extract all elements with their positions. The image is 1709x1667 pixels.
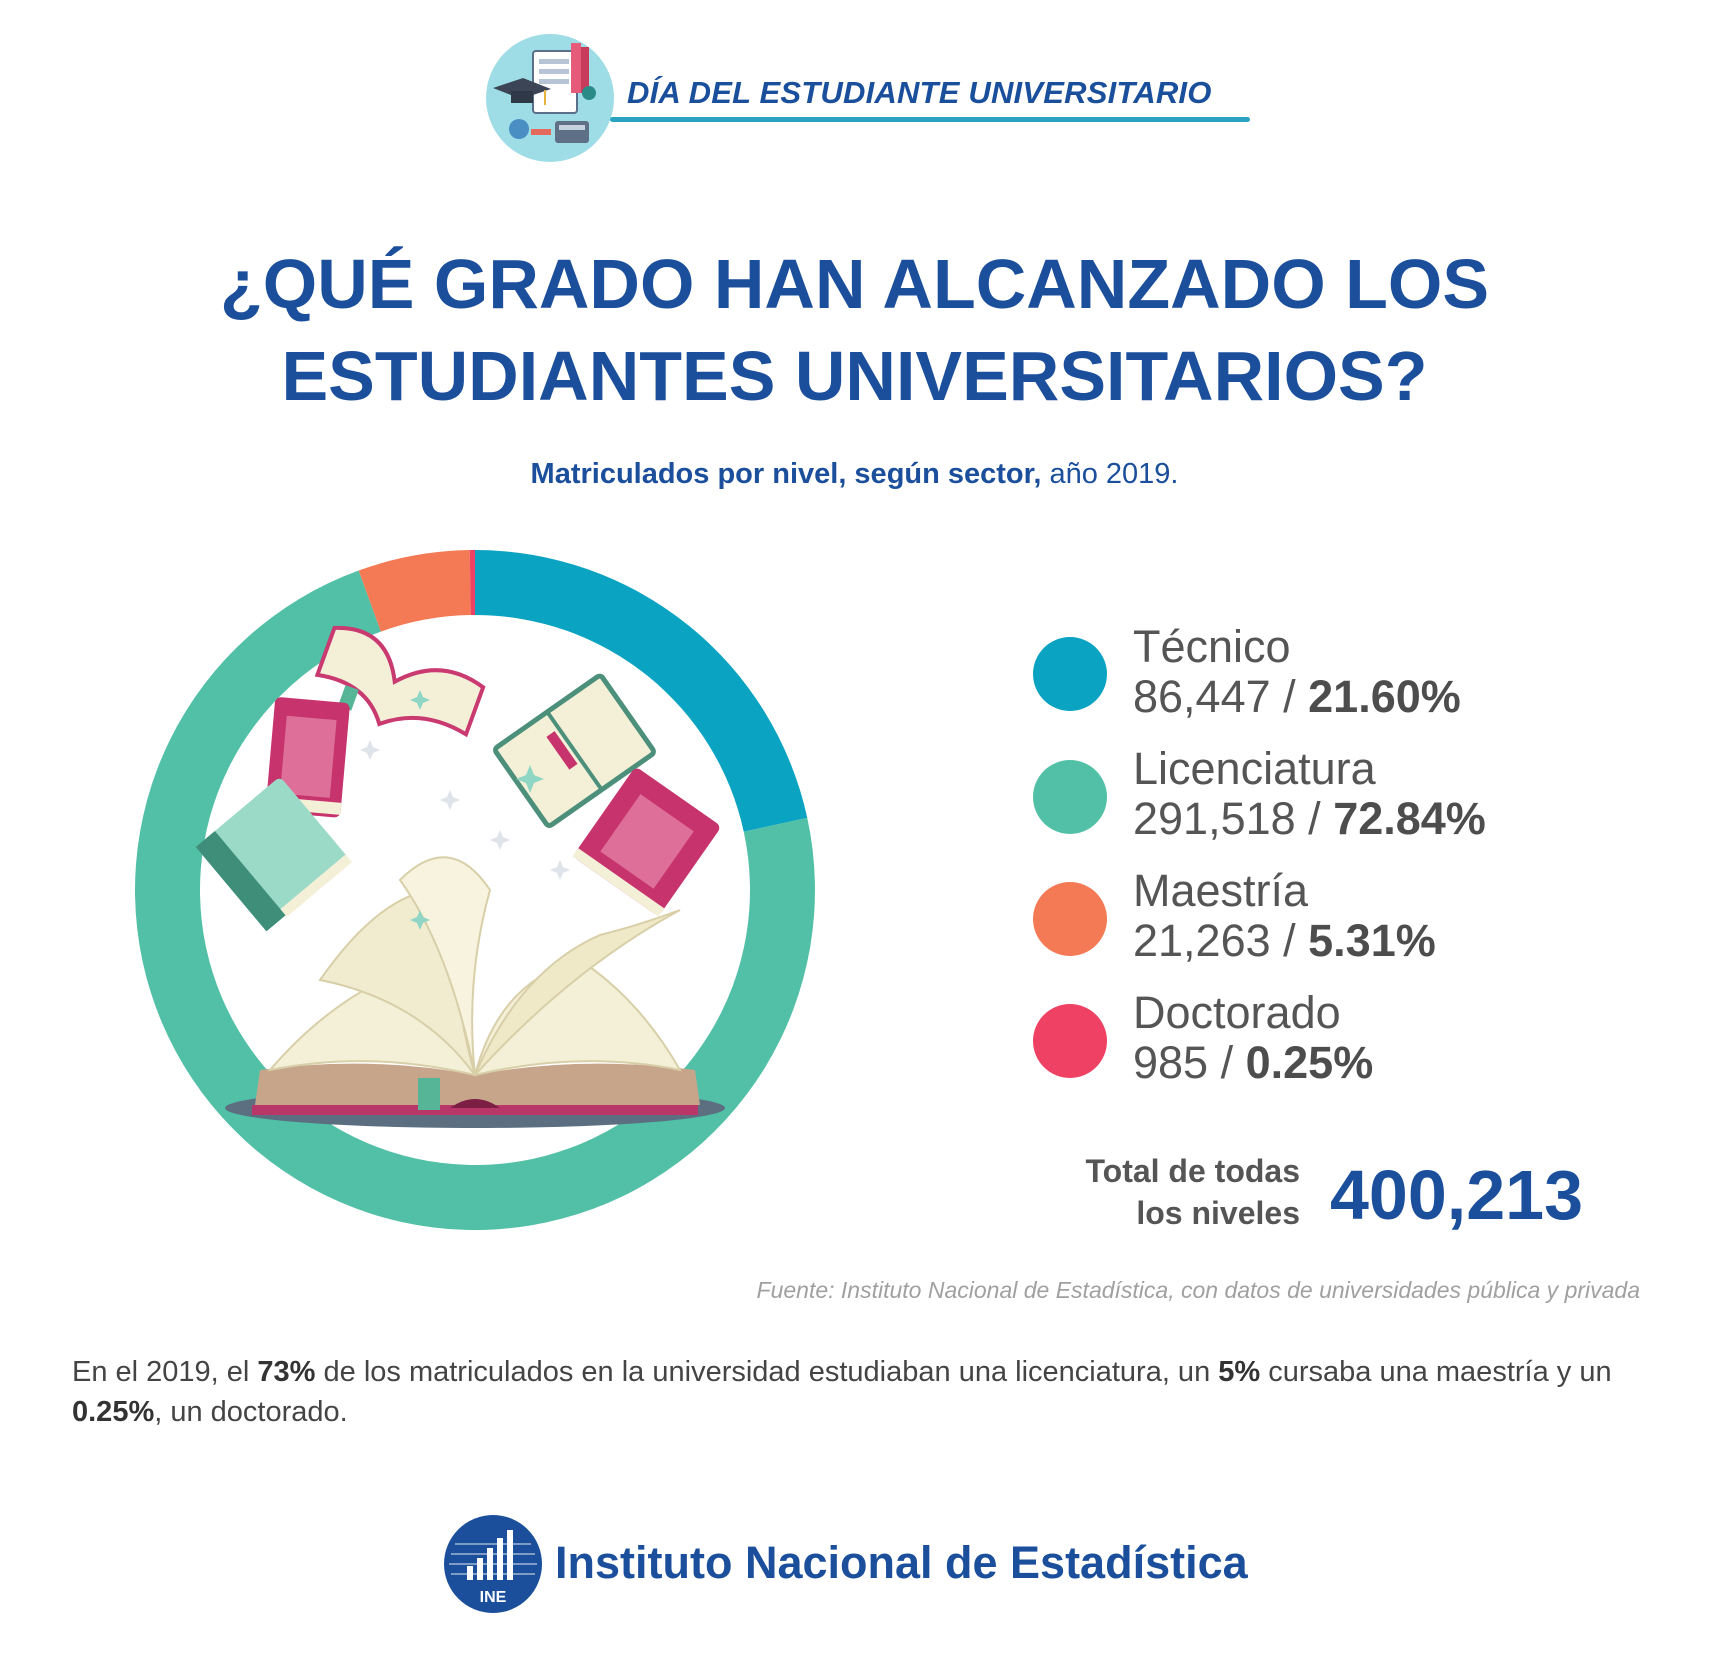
- total-label-line2: los niveles: [1136, 1195, 1300, 1231]
- donut-slice-tecnico: [475, 550, 808, 832]
- summary-highlight-doctorado: 0.25%: [72, 1396, 155, 1428]
- summary-highlight-licenciatura: 73%: [257, 1356, 316, 1388]
- value-label-maestria: 21,263: [1133, 915, 1271, 966]
- summary-text-3: cursaba una maestría y un: [1260, 1356, 1612, 1388]
- donut-chart: [135, 550, 815, 1230]
- legend-swatch-licenciatura: [1033, 760, 1107, 834]
- percent-label-maestria: 5.31%: [1308, 915, 1436, 966]
- donut-slices: [135, 550, 815, 1230]
- legend-swatch-maestria: [1033, 882, 1107, 956]
- summary-paragraph: En el 2019, el 73% de los matriculados e…: [72, 1352, 1652, 1432]
- student-desk-icon: [486, 34, 614, 162]
- value-label-licenciatura: 291,518: [1133, 793, 1296, 844]
- ine-logo: INE: [444, 1515, 542, 1613]
- legend-value-doctorado: 985 / 0.25%: [1133, 1037, 1374, 1088]
- donut-slice-doctorado: [469, 550, 475, 616]
- legend-value-licenciatura: 291,518 / 72.84%: [1133, 793, 1486, 844]
- legend-value-maestria: 21,263 / 5.31%: [1133, 915, 1436, 966]
- chart-subtitle: Matriculados por nivel, según sector, añ…: [0, 458, 1709, 491]
- legend-swatch-tecnico: [1033, 637, 1107, 711]
- legend-value-tecnico: 86,447 / 21.60%: [1133, 671, 1461, 722]
- total-value: 400,213: [1330, 1156, 1584, 1234]
- percent-label-tecnico: 21.60%: [1308, 671, 1461, 722]
- legend-label-licenciatura: Licenciatura: [1133, 743, 1376, 794]
- header-underline: [610, 117, 1250, 122]
- header-title: DÍA DEL ESTUDIANTE UNIVERSITARIO: [627, 75, 1212, 110]
- legend-label-tecnico: Técnico: [1133, 621, 1291, 672]
- books-illustration: [195, 625, 725, 1128]
- percent-label-doctorado: 0.25%: [1245, 1037, 1374, 1088]
- ine-logo-text: INE: [480, 1589, 507, 1606]
- page-title: ¿QUÉ GRADO HAN ALCANZADO LOS ESTUDIANTES…: [0, 238, 1709, 422]
- summary-highlight-maestria: 5%: [1218, 1356, 1261, 1388]
- value-label-tecnico: 86,447: [1133, 671, 1271, 722]
- summary-text-4: , un doctorado.: [154, 1396, 348, 1428]
- page-title-line2: ESTUDIANTES UNIVERSITARIOS?: [281, 337, 1428, 415]
- percent-label-licenciatura: 72.84%: [1333, 793, 1486, 844]
- org-name: Instituto Nacional de Estadística: [555, 1537, 1248, 1588]
- page-title-line1: ¿QUÉ GRADO HAN ALCANZADO LOS: [219, 245, 1490, 323]
- legend-label-maestria: Maestría: [1133, 865, 1309, 916]
- summary-text-1: En el 2019, el: [72, 1356, 258, 1388]
- legend-swatch-doctorado: [1033, 1004, 1107, 1078]
- total-label-line1: Total de todas: [1085, 1153, 1300, 1189]
- summary-text-2: de los matriculados en la universidad es…: [315, 1356, 1219, 1388]
- subtitle-bold: Matriculados por nivel, según sector,: [530, 458, 1042, 490]
- legend-label-doctorado: Doctorado: [1133, 987, 1341, 1038]
- value-label-doctorado: 985: [1133, 1037, 1209, 1088]
- source-note: Fuente: Instituto Nacional de Estadístic…: [756, 1277, 1640, 1303]
- subtitle-year: año 2019.: [1041, 458, 1179, 490]
- donut-slice-maestria: [358, 550, 471, 632]
- total-label: Total de todas los niveles: [1000, 1150, 1300, 1234]
